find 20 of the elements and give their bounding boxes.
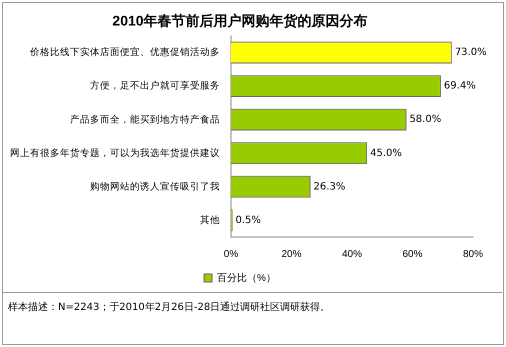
chart-title: 2010年春节前后用户网购年货的原因分布 <box>112 12 368 28</box>
x-tick-label: 80% <box>462 248 484 260</box>
data-label: 69.4% <box>444 80 476 92</box>
data-label: 45.0% <box>370 148 402 159</box>
data-label: 58.0% <box>409 114 442 126</box>
data-label: 0.5% <box>236 214 261 226</box>
y-tick-label: 购物网站的诱人宣传吸引了我 <box>90 180 220 192</box>
data-label: 73.0% <box>454 47 487 58</box>
data-label: 26.3% <box>314 181 346 192</box>
y-tick-label: 网上有很多年货专题，可以为我选年货提供建议 <box>10 146 220 159</box>
y-tick-label: 方便，足不出户就可享受服务 <box>90 80 220 92</box>
legend-label: 百分比（%） <box>217 272 276 284</box>
y-tick-label: 产品多而全，能买到地方特产食品 <box>70 113 220 126</box>
y-tick-label: 价格比线下实体店面便宜、优惠促销活动多 <box>29 46 220 58</box>
text: 样本描述：N=2243；于2010年2月26日-28日通过调研社区调研获得。 <box>8 300 330 314</box>
x-tick-label: 20% <box>281 248 302 260</box>
x-tick-label: 40% <box>342 248 362 260</box>
x-tick-label: 0% <box>224 248 238 260</box>
x-tick-label: 60% <box>402 248 423 260</box>
y-tick-label: 其他 <box>200 214 220 226</box>
